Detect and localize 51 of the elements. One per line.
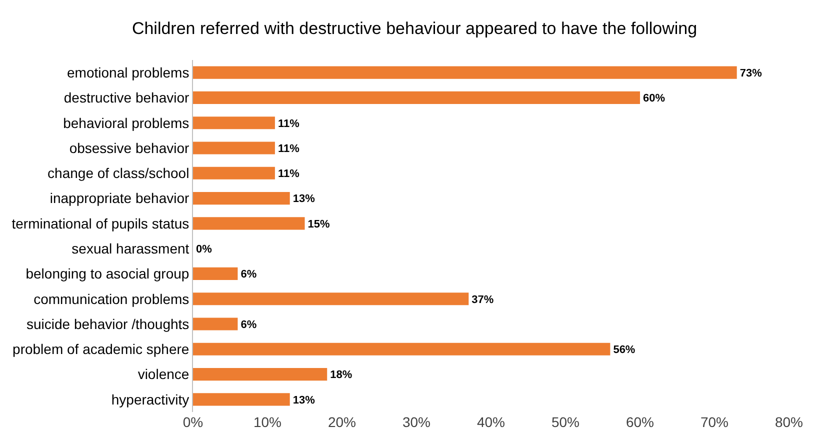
data-label: 37% [472,294,494,306]
data-label: 6% [240,318,257,331]
y-tick-label: hyperactivity [111,391,190,408]
x-tick-label: 70% [700,414,729,430]
data-label: 11% [278,142,300,155]
data-label: 60% [643,92,666,105]
y-tick-label: belonging to asocial group [26,266,190,282]
data-label: 6% [240,268,257,281]
y-tick-label: violence [138,366,190,382]
bar [193,116,275,130]
bar [193,342,610,356]
y-tick-label: inappropriate behavior [50,190,190,206]
bar [193,217,305,230]
x-tick-label: 20% [328,414,356,430]
data-label: 11% [278,168,300,180]
data-label: 73% [740,68,762,80]
x-tick-label: 60% [626,414,654,430]
bar [193,292,469,306]
y-tick-label: communication problems [34,290,190,307]
bar [193,66,737,79]
data-label: 56% [613,344,636,356]
bar [193,166,275,180]
data-label: 15% [308,218,330,230]
bar [193,91,640,104]
bar [193,393,290,406]
y-tick-label: obsessive behavior [69,140,190,156]
bar [193,318,238,330]
data-label: 13% [292,394,316,406]
y-tick-label: emotional problems [67,64,190,80]
x-tick-label: 30% [402,414,431,430]
y-tick-label: terminational of pupils status [12,215,190,232]
y-tick-label: problem of academic sphere [12,341,190,358]
chart-title: Children referred with destructive behaviour appeared to have the following [132,19,698,38]
bar [193,192,290,205]
data-label: 11% [278,118,300,130]
x-tick-label: 80% [774,414,804,430]
data-label: 0% [196,244,212,256]
x-tick-label: 50% [551,414,580,430]
x-tick-label: 0% [182,414,204,430]
y-tick-label: behavioral problems [63,114,190,131]
y-tick-label: sexual harassment [72,240,190,256]
data-label: 13% [292,193,316,206]
x-tick-label: 10% [253,414,282,430]
bar [193,368,328,381]
y-tick-label: destructive behavior [64,90,190,106]
y-tick-label: change of class/school [48,165,190,182]
bar [193,142,275,154]
y-tick-label: suicide behavior /thoughts [26,316,190,332]
data-label: 18% [330,369,352,382]
bar [193,267,238,280]
x-tick-label: 40% [476,414,506,430]
